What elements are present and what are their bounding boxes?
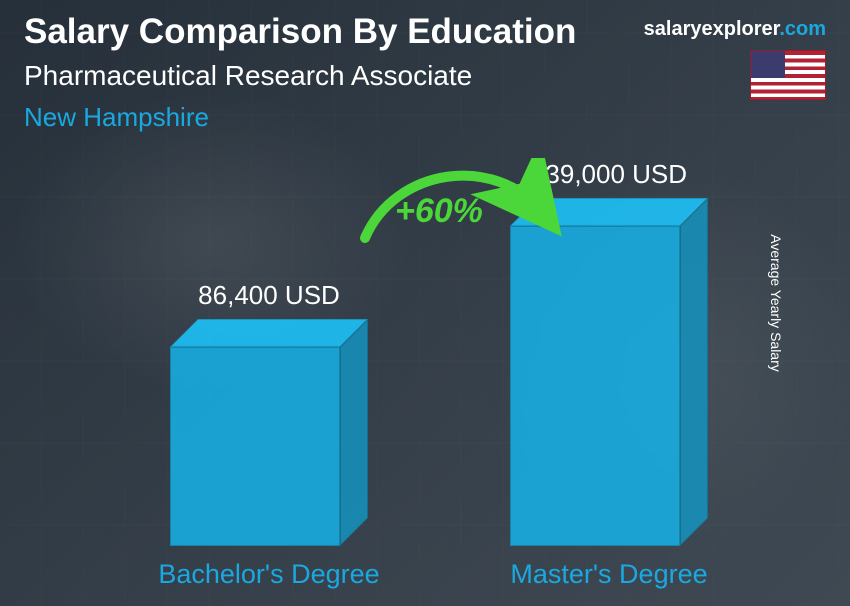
brand-prefix: salaryexplorer — [644, 18, 780, 40]
bar-front — [510, 226, 680, 546]
category-label-masters: Master's Degree — [510, 559, 707, 590]
bar-side — [340, 319, 368, 546]
chart-area: 86,400 USD Bachelor's Degree 139,000 USD… — [0, 140, 850, 606]
page-subtitle: Pharmaceutical Research Associate — [24, 60, 472, 92]
bar-masters — [510, 226, 680, 546]
bar-front — [170, 347, 340, 546]
content-root: Salary Comparison By Education Pharmaceu… — [0, 0, 850, 606]
flag-canton — [751, 51, 785, 78]
brand-suffix: .com — [779, 18, 826, 40]
bar-bachelors — [170, 347, 340, 546]
location-label: New Hampshire — [24, 102, 209, 133]
category-label-bachelors: Bachelor's Degree — [158, 559, 379, 590]
bar-top — [170, 319, 368, 347]
value-label-bachelors: 86,400 USD — [198, 280, 340, 311]
bar-side — [680, 198, 708, 546]
flag-icon — [750, 50, 826, 100]
delta-label: +60% — [395, 192, 483, 231]
page-title: Salary Comparison By Education — [24, 12, 576, 52]
brand-label: salaryexplorer.com — [644, 18, 826, 41]
